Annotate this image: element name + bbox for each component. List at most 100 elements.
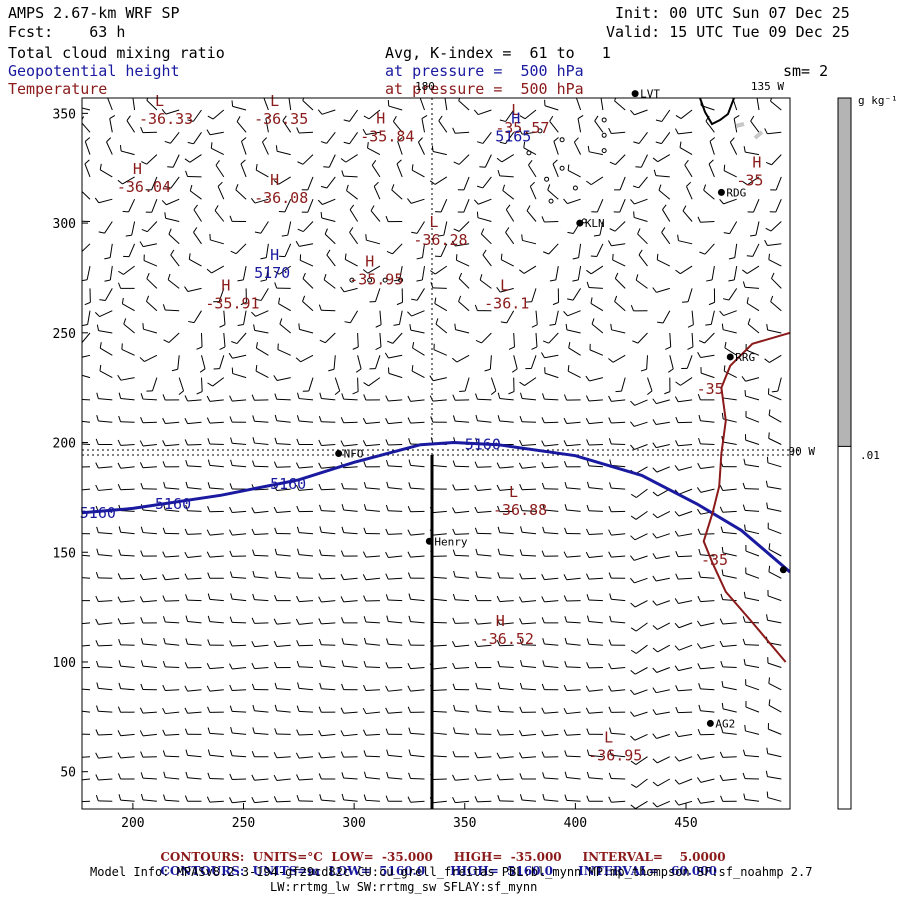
wind-barb <box>631 778 648 788</box>
wind-barb <box>121 297 135 312</box>
wind-barb <box>107 98 113 111</box>
temperature-extremum-value: -35 <box>697 380 724 398</box>
wind-barb <box>363 109 381 120</box>
wind-barb <box>122 198 136 213</box>
wind-barb <box>363 504 380 512</box>
wind-barb <box>635 154 648 168</box>
wind-barb <box>719 310 737 317</box>
x-tick-label: 250 <box>232 816 255 831</box>
wind-barb <box>518 752 537 759</box>
wind-barb <box>362 440 380 447</box>
wind-barb <box>742 638 760 646</box>
wind-barb <box>254 221 269 234</box>
wind-barb <box>474 728 492 735</box>
wind-barb <box>497 169 514 178</box>
wind-barb <box>139 440 157 447</box>
wind-barb <box>189 184 202 200</box>
wind-barb <box>564 750 581 758</box>
wind-barb <box>229 416 247 423</box>
wind-barb <box>733 114 740 133</box>
wind-barb <box>117 176 135 185</box>
wind-barb <box>508 377 515 395</box>
wind-barb <box>369 288 381 303</box>
wind-barb <box>279 318 292 334</box>
wind-barb <box>95 572 113 579</box>
wind-barb <box>317 109 336 115</box>
wind-barb <box>193 204 202 222</box>
wind-barb <box>412 342 425 356</box>
station-dot <box>576 219 584 227</box>
temperature-extremum-value: -36.95 <box>588 747 642 765</box>
wind-barb <box>296 127 314 134</box>
wind-barb <box>675 416 693 424</box>
wind-barb <box>407 639 425 646</box>
wind-barb <box>99 163 113 178</box>
wind-barb <box>229 215 247 222</box>
wind-barb <box>167 273 180 289</box>
wind-barb <box>117 573 135 580</box>
wind-barb <box>766 324 782 334</box>
wind-barb <box>273 461 291 468</box>
wind-barb <box>652 800 671 808</box>
wind-barb <box>720 460 737 468</box>
wind-barb <box>319 526 336 535</box>
wind-barb <box>632 176 648 189</box>
wind-barb <box>302 377 314 392</box>
wind-barb <box>273 506 291 513</box>
wind-barb <box>229 506 247 514</box>
wind-barb <box>393 310 403 326</box>
wind-barb <box>609 593 626 602</box>
wind-barb <box>385 685 403 692</box>
wind-barb <box>251 507 269 514</box>
wind-barb <box>375 332 382 350</box>
wind-barb <box>185 638 202 646</box>
wind-barb <box>273 774 291 781</box>
wind-barb <box>385 215 403 223</box>
wind-barb <box>288 98 292 111</box>
wind-barb <box>674 598 693 604</box>
title: AMPS 2.67-km WRF SP <box>8 4 180 22</box>
wind-barb <box>497 660 514 668</box>
wind-barb <box>564 661 581 668</box>
forecast-hour: Fcst: 63 h <box>8 23 126 41</box>
temperature-extremum-value: -35.57 <box>495 119 549 137</box>
wind-barb <box>630 756 648 765</box>
wind-barb <box>499 109 515 122</box>
wind-barb <box>96 682 113 691</box>
wind-barb <box>769 199 782 213</box>
station-label: KLN <box>585 217 605 230</box>
wind-barb <box>541 751 559 758</box>
wind-barb <box>167 154 180 168</box>
wind-barb <box>162 551 180 558</box>
wind-barb <box>140 683 157 691</box>
wind-barb <box>675 573 693 580</box>
wind-barb <box>207 706 224 713</box>
wind-barb <box>82 243 91 253</box>
wind-barb <box>349 204 359 222</box>
wind-barb <box>453 727 470 735</box>
wind-barb <box>296 705 314 713</box>
wind-barb <box>207 459 224 468</box>
wind-barb <box>318 730 336 737</box>
wind-barb <box>745 567 760 579</box>
wind-barb <box>770 176 782 191</box>
wind-barb <box>594 115 604 133</box>
wind-barb <box>318 415 336 423</box>
wind-barb <box>682 288 693 303</box>
wind-barb <box>567 365 581 379</box>
wind-barb <box>685 181 693 200</box>
wind-barb <box>363 637 380 646</box>
station-label: LVT <box>640 88 660 101</box>
wind-barb <box>747 199 760 213</box>
wind-barb <box>206 529 224 536</box>
smoothing-label: sm= 2 <box>783 62 829 80</box>
wind-barb <box>240 288 247 306</box>
wind-barb <box>274 661 291 669</box>
wind-barb <box>608 685 626 692</box>
wind-barb <box>630 305 648 312</box>
wind-barb <box>369 355 381 370</box>
wind-barb <box>430 459 447 468</box>
wind-barb <box>675 377 693 386</box>
wind-barb <box>768 409 782 423</box>
lon-grid-lines: 180 135 W 90 W <box>82 80 815 809</box>
